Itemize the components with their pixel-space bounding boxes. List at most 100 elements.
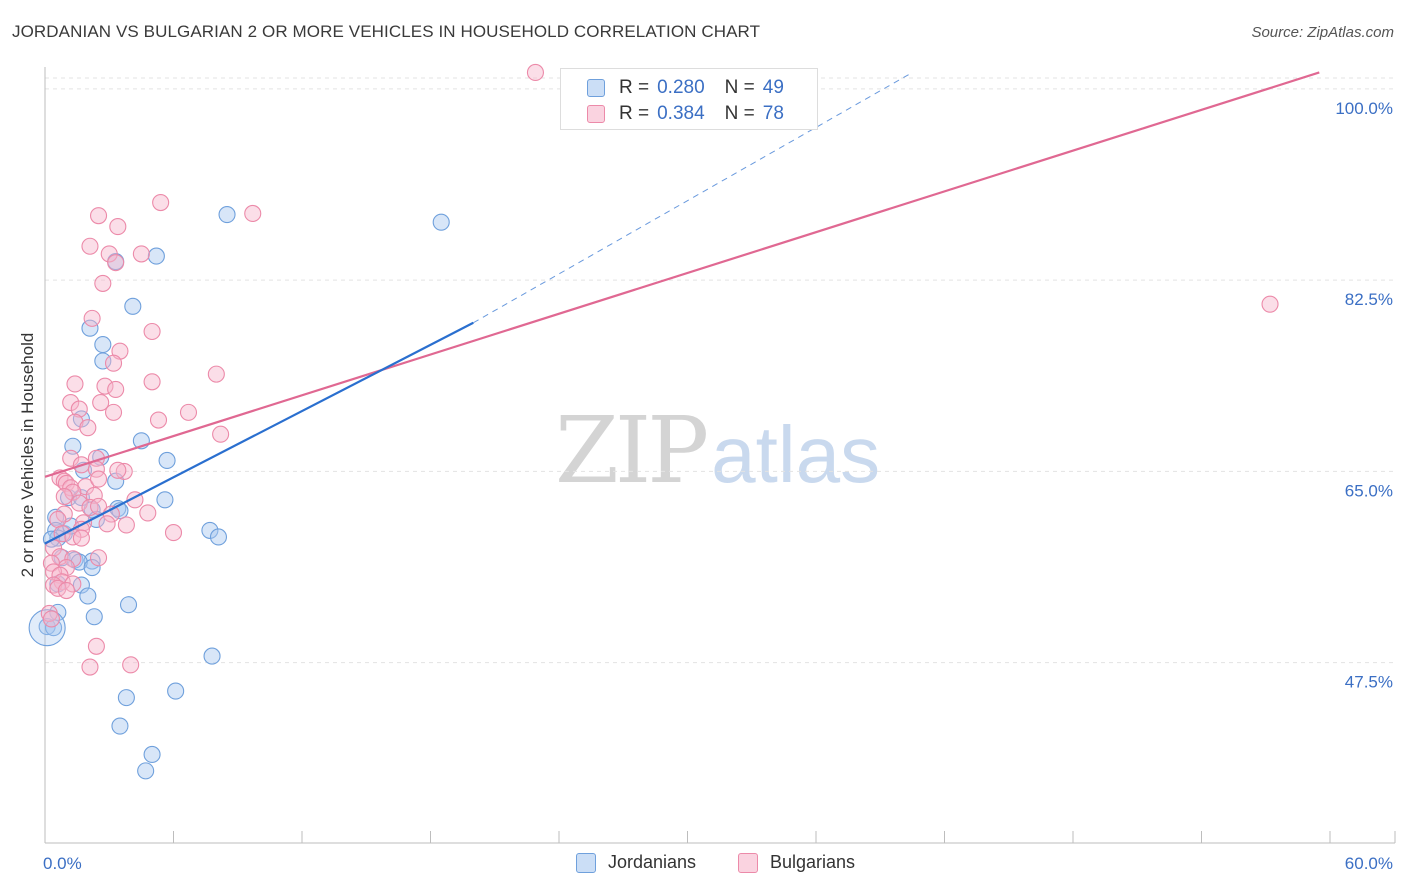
bulgarian-point	[55, 487, 73, 506]
bulgarian-point	[109, 218, 127, 236]
jordanian-point	[167, 682, 185, 700]
grid-lines	[45, 77, 1395, 664]
bulgarian-point	[89, 549, 108, 567]
bulgarian-trendline	[44, 71, 1320, 478]
legend-n-label: N =	[724, 77, 755, 98]
bulgarian-point	[62, 393, 80, 412]
legend-r-value: 0.384	[657, 103, 705, 124]
watermark: ZIPatlas	[555, 405, 880, 497]
y-tick-label: 100.0%	[1335, 99, 1393, 118]
bulgarian-point	[100, 245, 118, 263]
legend-r-label: R =	[619, 103, 650, 124]
legend-swatch-jordanians	[576, 852, 596, 873]
bulgarian-point	[122, 656, 140, 674]
legend-r-label: R =	[619, 77, 650, 98]
legend-row-jordanians: R = 0.280 N = 49	[587, 75, 784, 101]
jordanian-point	[111, 717, 129, 735]
bulgarian-point	[107, 254, 125, 272]
jordanian-point	[107, 472, 125, 490]
jordanian-point	[72, 576, 90, 594]
bulgarian-point	[89, 470, 108, 488]
legend-row-bulgarians: R = 0.384 N = 78	[587, 101, 784, 127]
bulgarian-point	[42, 610, 60, 628]
jordanian-point	[119, 596, 138, 614]
legend-swatch-jordanians	[587, 79, 605, 97]
legend-n-label: N =	[724, 103, 755, 124]
bulgarian-point	[149, 411, 168, 429]
tick-labels: 100.0% 82.5% 65.0% 47.5% 0.0% 60.0%	[43, 99, 1393, 873]
bulgarian-point	[104, 403, 123, 421]
y-tick-label: 65.0%	[1345, 481, 1393, 500]
bulgarian-point	[66, 375, 84, 393]
bulgarian-point	[164, 524, 183, 542]
trendlines	[44, 71, 1320, 545]
jordanian-point	[79, 587, 97, 605]
bulgarian-point	[207, 365, 225, 383]
bulgarian-point	[81, 658, 99, 676]
bulgarian-point	[70, 400, 88, 418]
bulgarian-point	[66, 413, 84, 431]
jordanian-point	[117, 689, 135, 707]
jordanian-point	[137, 762, 155, 780]
bulgarian-point	[83, 309, 101, 327]
jordanian-point	[147, 247, 165, 265]
series-legend: Jordanians Bulgarians	[0, 852, 1406, 876]
bulgarian-point	[132, 245, 150, 263]
bulgarian-points	[40, 63, 1279, 676]
legend-swatch-bulgarians	[587, 105, 605, 123]
y-axis-label: 2 or more Vehicles in Household	[18, 332, 37, 578]
chart-title: JORDANIAN VS BULGARIAN 2 OR MORE VEHICLE…	[12, 22, 761, 41]
bulgarian-point	[179, 403, 198, 421]
bulgarian-point	[152, 193, 170, 212]
legend-n-value: 49	[762, 77, 784, 98]
bulgarian-point	[96, 377, 114, 395]
jordanian-point	[124, 297, 142, 315]
y-tick-label: 47.5%	[1345, 673, 1393, 692]
bulgarian-point	[94, 274, 112, 292]
jordanian-trendline-extension	[473, 72, 913, 324]
bulgarian-point	[57, 581, 75, 600]
bulgarian-point	[64, 550, 82, 568]
legend-n-value: 78	[762, 103, 784, 124]
bulgarian-point	[81, 498, 99, 517]
bulgarian-point	[72, 529, 90, 547]
legend-item-bulgarians[interactable]: Bulgarians	[738, 852, 855, 873]
watermark-zip: ZIP	[555, 397, 709, 504]
jordanian-point	[143, 745, 161, 764]
bulgarian-point	[92, 393, 110, 412]
bulgarian-point	[1261, 295, 1279, 313]
bulgarian-point	[51, 566, 69, 584]
legend-item-jordanians[interactable]: Jordanians	[576, 852, 696, 873]
bulgarian-point	[62, 479, 80, 497]
jordanian-point	[432, 213, 450, 231]
jordanian-trendline	[44, 321, 474, 545]
jordanian-point	[83, 559, 101, 577]
jordanian-point	[201, 521, 219, 539]
bulgarian-point	[109, 461, 127, 479]
bulgarian-point	[143, 322, 161, 341]
y-tick-label: 82.5%	[1345, 290, 1393, 309]
source-label: Source: ZipAtlas.com	[1251, 24, 1394, 41]
bulgarian-point	[77, 478, 95, 496]
bulgarian-point	[49, 510, 67, 529]
watermark-atlas: atlas	[711, 410, 881, 499]
jordanian-point	[85, 608, 103, 626]
jordanian-point	[94, 352, 112, 370]
bulgarian-point	[212, 425, 230, 443]
bulgarian-point	[244, 204, 262, 223]
bulgarian-point	[70, 494, 88, 512]
bulgarian-point	[139, 504, 157, 522]
legend-r-value: 0.280	[657, 77, 705, 98]
jordanian-point	[94, 336, 112, 354]
bulgarian-point	[89, 207, 108, 225]
bulgarian-point	[79, 419, 97, 437]
bulgarian-point	[115, 462, 133, 480]
bulgarian-point	[62, 449, 80, 467]
bulgarian-point	[81, 237, 99, 255]
bulgarian-point	[51, 548, 69, 566]
bulgarian-point	[98, 515, 116, 533]
bulgarian-point	[89, 497, 108, 515]
jordanian-point-cluster	[28, 609, 66, 647]
bulgarian-point	[526, 63, 544, 82]
